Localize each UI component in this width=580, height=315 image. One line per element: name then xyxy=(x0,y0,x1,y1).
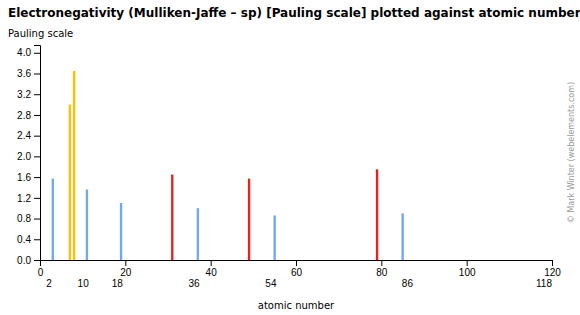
bar xyxy=(273,215,275,260)
bar xyxy=(197,208,199,260)
y-axis-line xyxy=(34,46,41,261)
x2-tick: 54 xyxy=(265,260,277,289)
y-tick: 0.4 xyxy=(17,234,40,245)
y-tick-label: 3.6 xyxy=(17,68,31,79)
x-tick-label: 120 xyxy=(544,267,561,278)
x-tick: 100 xyxy=(459,260,476,278)
x2-tick-label: 86 xyxy=(402,278,414,289)
x2-tick-label: 54 xyxy=(265,278,277,289)
x2-tick: 2 xyxy=(46,260,52,289)
x-tick: 80 xyxy=(376,260,388,278)
x-tick-label: 20 xyxy=(120,267,132,278)
x-tick: 60 xyxy=(291,260,303,278)
x-axis: 0 20 40 60 80 100 120 xyxy=(38,260,562,278)
y-axis: 0.0 0.4 0.8 1.2 1.6 2.0 2.4 2.8 3.2 3.6 4.0 xyxy=(17,46,40,266)
x2-tick-label: 118 xyxy=(536,278,552,289)
x-label: atomic number xyxy=(258,300,335,311)
y-tick-label: 3.2 xyxy=(17,89,31,100)
y-tick: 0.8 xyxy=(17,213,40,224)
plot: 0.0 0.4 0.8 1.2 1.6 2.0 2.4 2.8 3.2 3.6 4.0 0 20 40 60… xyxy=(17,46,561,290)
y-tick-label: 1.2 xyxy=(17,193,31,204)
x-tick: 40 xyxy=(206,260,218,278)
x2-tick: 18 xyxy=(112,260,124,289)
bar xyxy=(69,105,71,260)
x2-tick-label: 10 xyxy=(78,278,90,289)
y-tick-label: 0.4 xyxy=(17,234,31,245)
x-tick: 20 xyxy=(120,260,132,278)
y-tick: 2.8 xyxy=(17,110,40,121)
bar xyxy=(248,179,250,260)
x-tick-label: 40 xyxy=(206,267,218,278)
x-tick-label: 100 xyxy=(459,267,476,278)
y-tick-label: 2.4 xyxy=(17,130,31,141)
y-tick: 2.4 xyxy=(17,130,40,141)
bar xyxy=(73,71,75,260)
y-tick-label: 2.8 xyxy=(17,110,31,121)
y-tick: 1.2 xyxy=(17,193,40,204)
y-tick: 0.0 xyxy=(17,255,40,266)
y-tick-line xyxy=(34,53,40,54)
y-tick-line xyxy=(34,239,40,240)
bar xyxy=(376,169,378,260)
y-tick-line xyxy=(34,177,40,178)
y-tick: 3.2 xyxy=(17,89,40,100)
y-tick: 2.0 xyxy=(17,151,40,162)
y-tick-label: 0.8 xyxy=(17,213,31,224)
bar xyxy=(171,175,173,260)
y-tick-line xyxy=(34,94,40,95)
y-tick-label: 2.0 xyxy=(17,151,31,162)
y-tick-line xyxy=(34,260,40,261)
x-tick-label: 80 xyxy=(376,267,388,278)
y-tick-label: 1.6 xyxy=(17,172,31,183)
y-label: Pauling scale xyxy=(8,28,73,39)
y-tick-line xyxy=(34,198,40,199)
x2-axis: 2 10 18 36 54 86 118 xyxy=(41,260,553,289)
title: Electronegativity (Mulliken-Jaffe – sp) … xyxy=(8,6,580,20)
y-tick: 1.6 xyxy=(17,172,40,183)
x2-axis-line xyxy=(41,260,553,261)
x2-tick: 118 xyxy=(536,260,552,289)
x2-tick: 86 xyxy=(402,260,414,289)
y-tick: 4.0 xyxy=(17,47,40,58)
chart: 0.0 0.4 0.8 1.2 1.6 2.0 2.4 2.8 3.2 3.6 4.0 0 20 40 60… xyxy=(0,0,580,315)
bars xyxy=(52,71,404,260)
x2-tick-label: 2 xyxy=(46,278,52,289)
x-tick-label: 60 xyxy=(291,267,303,278)
x-tick: 0 xyxy=(38,260,44,278)
x2-tick: 36 xyxy=(189,260,201,289)
y-tick-line xyxy=(34,136,40,137)
y-tick-line xyxy=(34,73,40,74)
x2-tick-label: 36 xyxy=(189,278,201,289)
y-tick-label: 0.0 xyxy=(17,255,31,266)
x2-tick-label: 18 xyxy=(112,278,124,289)
bar xyxy=(86,190,88,260)
y-tick-line xyxy=(34,219,40,220)
x-tick: 120 xyxy=(544,260,561,278)
y-tick: 3.6 xyxy=(17,68,40,79)
y-tick-label: 4.0 xyxy=(17,47,31,58)
watermark: © Mark Winter (webelements.com) xyxy=(567,82,576,223)
y-tick-line xyxy=(34,156,40,157)
y-tick-line xyxy=(34,115,40,116)
bar xyxy=(52,179,54,260)
x-tick-label: 0 xyxy=(38,267,44,278)
bar xyxy=(401,213,403,260)
bar xyxy=(120,203,122,260)
x2-tick: 10 xyxy=(78,260,90,289)
x-axis-line xyxy=(41,261,553,267)
